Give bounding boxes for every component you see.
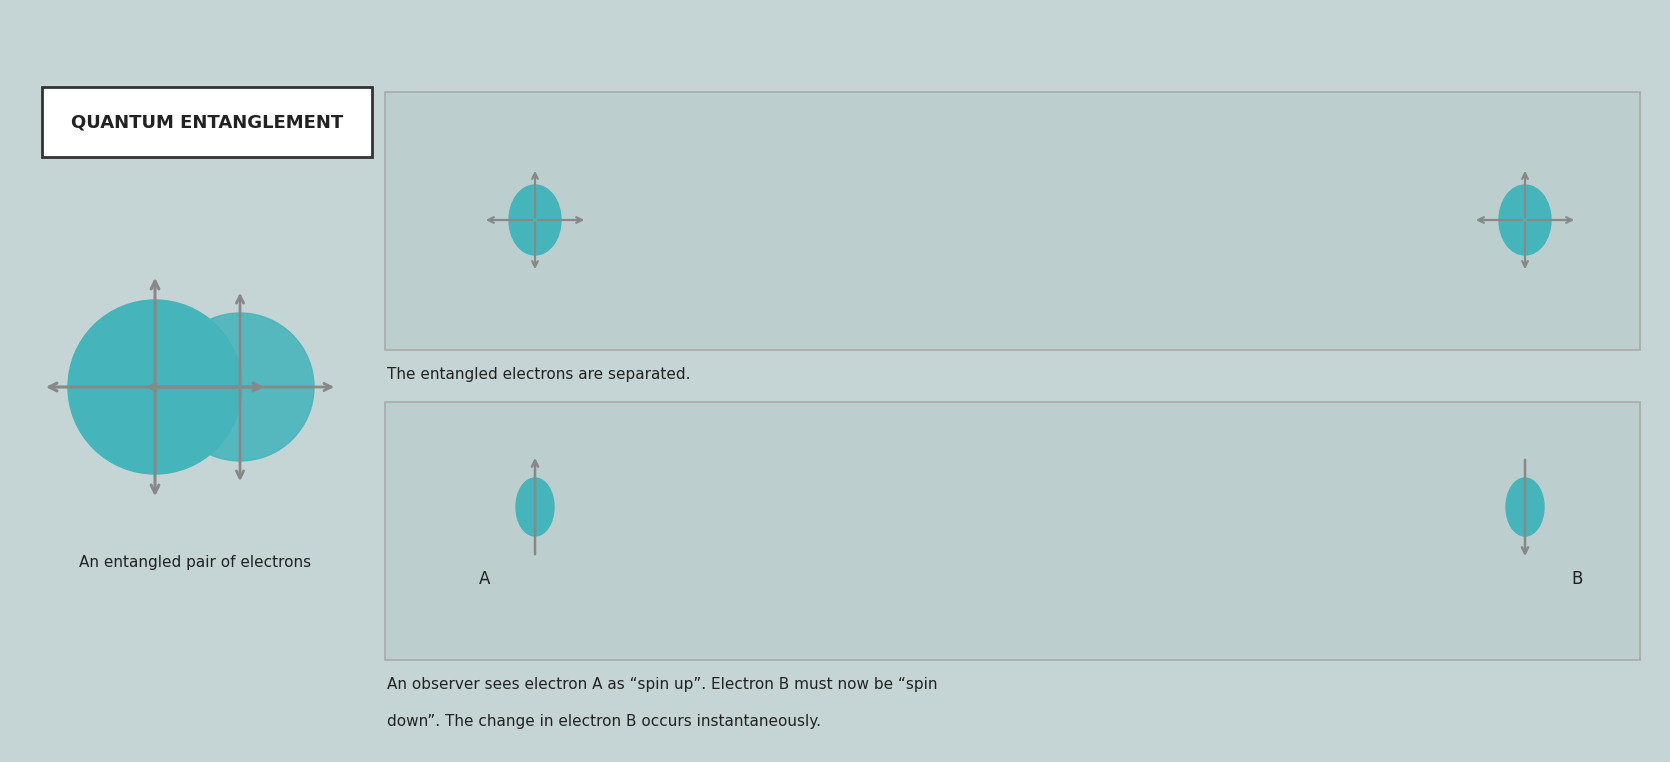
Text: An entangled pair of electrons: An entangled pair of electrons — [78, 555, 311, 569]
Text: A: A — [479, 570, 491, 588]
FancyBboxPatch shape — [386, 92, 1640, 350]
Text: An observer sees electron A as “spin up”. Electron B must now be “spin: An observer sees electron A as “spin up”… — [387, 677, 937, 692]
Ellipse shape — [516, 478, 554, 536]
Ellipse shape — [1506, 478, 1545, 536]
Ellipse shape — [1500, 185, 1551, 255]
Text: The entangled electrons are separated.: The entangled electrons are separated. — [387, 367, 690, 382]
Text: QUANTUM ENTANGLEMENT: QUANTUM ENTANGLEMENT — [70, 113, 342, 131]
Text: B: B — [1571, 570, 1583, 588]
FancyBboxPatch shape — [42, 87, 372, 157]
Ellipse shape — [509, 185, 561, 255]
Circle shape — [68, 300, 242, 474]
FancyBboxPatch shape — [386, 402, 1640, 660]
Circle shape — [165, 313, 314, 461]
Text: down”. The change in electron B occurs instantaneously.: down”. The change in electron B occurs i… — [387, 714, 822, 729]
